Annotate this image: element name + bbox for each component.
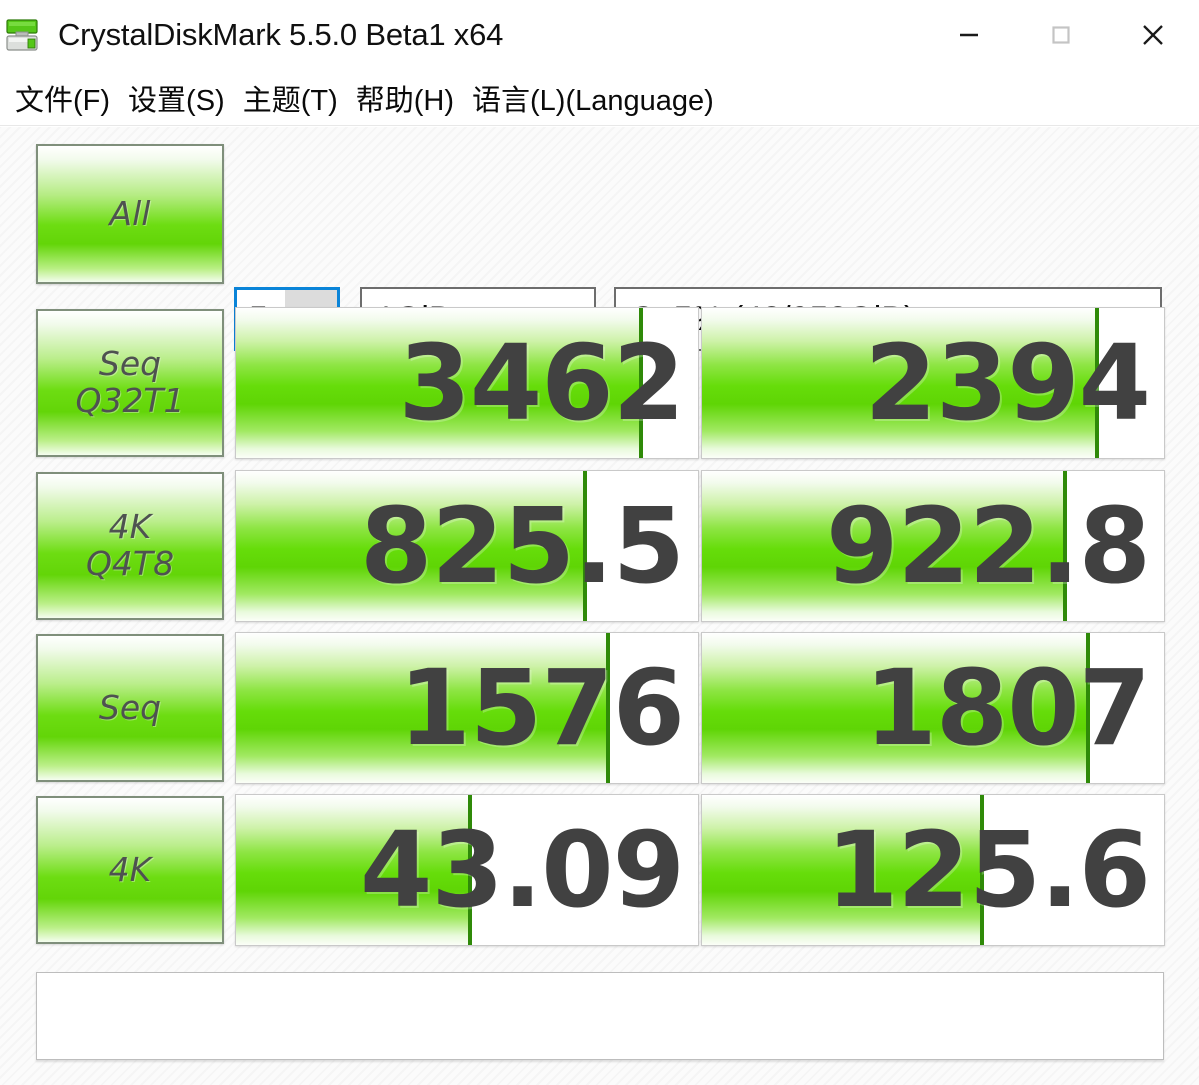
test-name-line1: Seq — [98, 344, 162, 384]
menu-item-settings[interactable]: 设置(S) — [128, 84, 225, 117]
title-bar: CrystalDiskMark 5.5.0 Beta1 x64 — [0, 0, 1199, 70]
run-seq-q32t1-label: Seq Q32T1 — [75, 344, 185, 420]
test-name-line1: 4K — [108, 507, 152, 547]
test-name-line2: Q4T8 — [85, 544, 175, 583]
write-value: 1807 — [864, 647, 1151, 769]
close-icon — [1143, 25, 1163, 45]
run-seq-button[interactable]: Seq — [36, 634, 224, 782]
menu-item-file[interactable]: 文件(F) — [15, 84, 111, 117]
read-bar-fill — [236, 633, 611, 783]
run-4k-q4t8-label: 4K Q4T8 — [85, 507, 175, 583]
menu-item-theme[interactable]: 主题(T) — [242, 84, 338, 117]
read-bar-fill — [236, 795, 472, 945]
write-value: 125.6 — [826, 809, 1151, 931]
result-row: Seq 1576 1807 — [0, 632, 1199, 794]
write-value: 922.8 — [826, 485, 1151, 607]
maximize-icon — [1052, 26, 1070, 44]
read-result-4k-q4t8: 825.5 — [235, 470, 699, 622]
write-result-4k-q4t8: 922.8 — [701, 470, 1165, 622]
run-seq-q32t1-button[interactable]: Seq Q32T1 — [36, 309, 224, 457]
run-4k-label: 4K — [108, 849, 152, 889]
read-bar-fill — [236, 471, 588, 621]
run-4k-button[interactable]: 4K — [36, 796, 224, 944]
test-name-line2: Q32T1 — [75, 381, 185, 420]
write-result-seq: 1807 — [701, 632, 1165, 784]
write-bar-fill — [702, 471, 1067, 621]
write-result-seq-q32t1: 2394 — [701, 307, 1165, 459]
read-result-seq-q32t1: 3462 — [235, 307, 699, 459]
minimize-icon — [960, 33, 978, 37]
menu-item-help[interactable]: 帮助(H) — [355, 84, 454, 117]
crystaldiskmark-logo-icon — [4, 13, 48, 57]
menu-item-language[interactable]: 语言(L)(Language) — [472, 84, 714, 117]
read-value: 43.09 — [360, 809, 685, 931]
run-4k-q4t8-button[interactable]: 4K Q4T8 — [36, 472, 224, 620]
status-box — [36, 972, 1164, 1060]
close-button[interactable] — [1107, 0, 1199, 70]
main-content: All 5 1GiB C: 5% (43/953GiB) Read [MB/s]… — [0, 127, 1199, 1085]
read-result-4k: 43.09 — [235, 794, 699, 946]
window-controls — [923, 0, 1199, 70]
minimize-button[interactable] — [923, 0, 1015, 70]
result-row: Seq Q32T1 3462 2394 — [0, 307, 1199, 469]
read-value: 1576 — [398, 647, 685, 769]
run-all-label: All — [109, 193, 151, 233]
write-value: 2394 — [864, 322, 1151, 444]
read-value: 825.5 — [360, 485, 685, 607]
write-bar-fill — [702, 795, 984, 945]
write-bar-fill — [702, 633, 1091, 783]
status-text — [37, 973, 1163, 989]
read-bar-fill — [236, 308, 643, 458]
write-bar-fill — [702, 308, 1100, 458]
read-value: 3462 — [398, 322, 685, 444]
maximize-button[interactable] — [1015, 0, 1107, 70]
result-row: 4K Q4T8 825.5 922.8 — [0, 470, 1199, 632]
run-seq-label: Seq — [98, 687, 162, 727]
read-result-seq: 1576 — [235, 632, 699, 784]
menu-bar: 文件(F) 设置(S) 主题(T) 帮助(H) 语言(L)(Language) — [0, 70, 1199, 126]
result-row: 4K 43.09 125.6 — [0, 794, 1199, 956]
run-all-button[interactable]: All — [36, 144, 224, 284]
window-title: CrystalDiskMark 5.5.0 Beta1 x64 — [58, 17, 504, 52]
write-result-4k: 125.6 — [701, 794, 1165, 946]
